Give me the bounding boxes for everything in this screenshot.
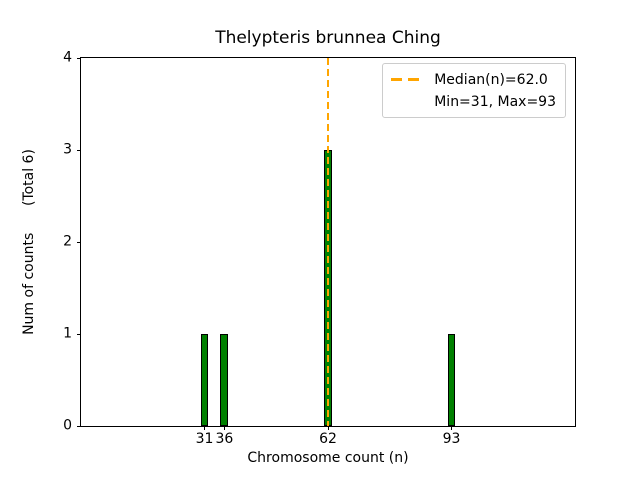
- y-tick-2: [77, 241, 81, 243]
- legend: Median(n)=62.0 Min=31, Max=93: [382, 63, 566, 118]
- empty-swatch: [391, 100, 425, 103]
- x-tick-label-93: 93: [442, 431, 461, 447]
- y-tick-4: [77, 57, 81, 59]
- x-tick-label-62: 62: [319, 431, 337, 447]
- x-tick-label-31: 31: [195, 431, 214, 447]
- chart-title: Thelypteris brunnea Ching: [215, 28, 441, 48]
- x-tick-label-36: 36: [215, 431, 234, 447]
- x-tick-93: [451, 426, 452, 430]
- x-tick-31: [204, 426, 205, 430]
- legend-entry-median: Median(n)=62.0: [391, 70, 556, 89]
- y-tick-label-2: 2: [63, 233, 72, 250]
- orange-dashed-line-swatch: [391, 78, 426, 81]
- bar-n36: [220, 334, 229, 426]
- y-tick-1: [77, 333, 81, 335]
- y-tick-0: [77, 425, 81, 427]
- bar-n31: [200, 334, 209, 426]
- x-axis-label: Chromosome count (n): [247, 450, 409, 466]
- x-tick-62: [327, 426, 329, 430]
- legend-label-minmax: Min=31, Max=93: [434, 93, 556, 110]
- x-tick-36: [223, 426, 225, 430]
- bar-n93: [447, 334, 456, 426]
- y-tick-label-3: 3: [63, 141, 72, 158]
- y-tick-3: [77, 149, 81, 151]
- y-tick-label-1: 1: [63, 325, 72, 342]
- legend-entry-minmax: Min=31, Max=93: [391, 92, 556, 111]
- y-tick-label-4: 4: [63, 49, 72, 66]
- y-tick-label-0: 0: [63, 417, 72, 434]
- median-line: [327, 58, 329, 426]
- legend-label-median: Median(n)=62.0: [434, 71, 548, 88]
- plot-area: Median(n)=62.0 Min=31, Max=93 31 36 62 93 0 1…: [63, 50, 576, 447]
- y-axis-label: Num of counts (Total 6): [21, 149, 37, 335]
